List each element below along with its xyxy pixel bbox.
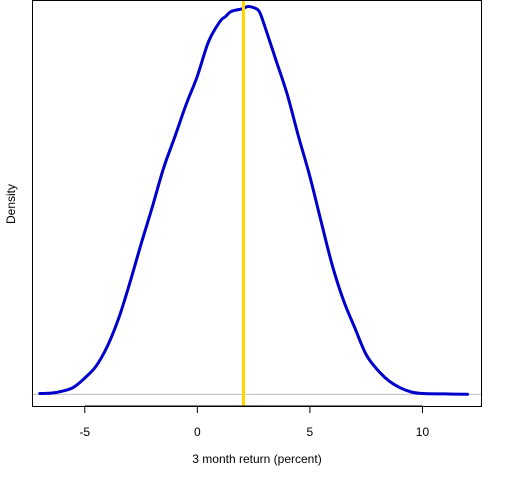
x-axis: -5 0 5 10 bbox=[79, 405, 430, 439]
density-curve-0 bbox=[38, 4, 469, 396]
x-tick-label: 5 bbox=[307, 425, 314, 439]
x-tick-label: 0 bbox=[194, 425, 201, 439]
x-axis-title: 3 month return (percent) bbox=[192, 452, 321, 466]
x-tick-label: 10 bbox=[416, 425, 430, 439]
x-tick-label: -5 bbox=[79, 425, 90, 439]
plot-area bbox=[33, 1, 481, 406]
plot-frame bbox=[32, 0, 482, 407]
y-axis-title: Density bbox=[4, 184, 18, 224]
